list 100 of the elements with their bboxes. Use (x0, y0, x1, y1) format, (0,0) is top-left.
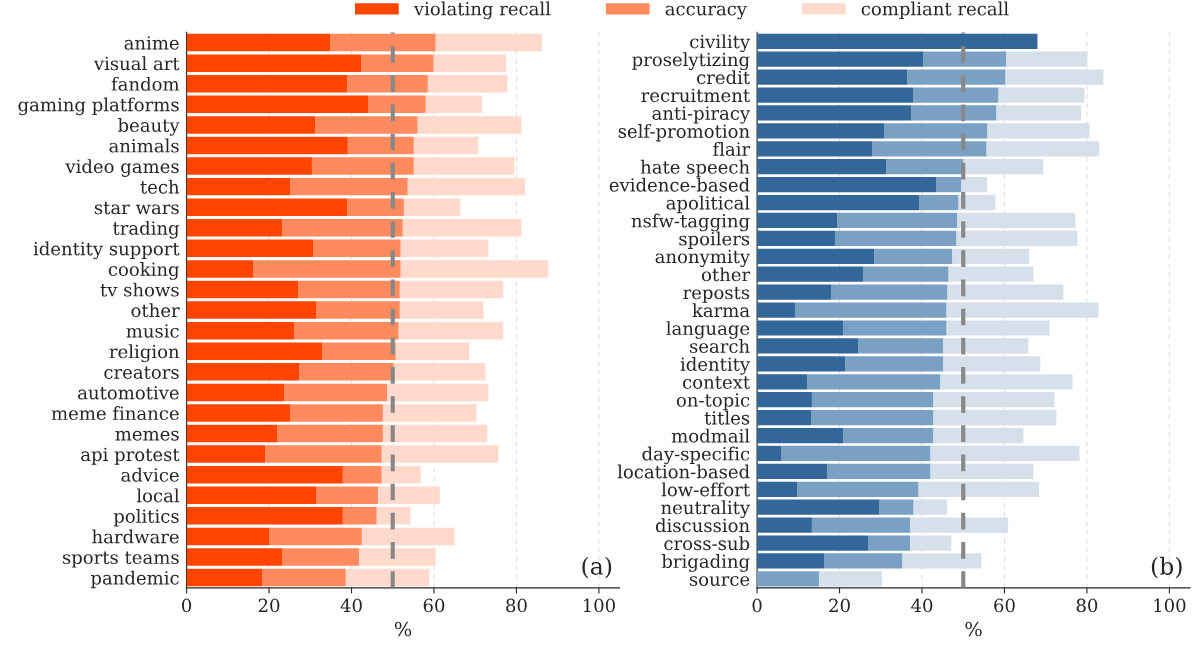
bar (435, 33, 543, 52)
bar (186, 383, 285, 402)
bar (186, 486, 317, 505)
bar (757, 409, 812, 426)
x-tick-label: 0 (752, 598, 762, 613)
bar (313, 239, 401, 258)
bar (1005, 69, 1104, 85)
y-tick-label: evidence-based (609, 177, 750, 192)
y-tick-label: music (126, 324, 179, 338)
bar (933, 427, 1024, 444)
y-tick-label: creators (104, 366, 179, 379)
bar (186, 280, 299, 299)
bar (186, 342, 323, 360)
bar (186, 424, 278, 443)
bar (299, 363, 394, 381)
y-tick-label: identity (680, 356, 751, 375)
bar (872, 141, 987, 157)
bar (874, 248, 953, 264)
bar (757, 284, 832, 300)
bar (282, 219, 403, 237)
bar (757, 33, 1038, 49)
bar (265, 445, 382, 463)
bar (382, 424, 488, 443)
bar (780, 445, 931, 462)
bar (1006, 51, 1088, 67)
y-tick-label: meme finance (51, 406, 179, 421)
x-axis-title: % (965, 621, 982, 637)
bar (963, 159, 1044, 175)
bar (757, 177, 937, 193)
y-tick-label: automotive (78, 385, 179, 400)
bar (913, 499, 948, 515)
y-tick-label: tv shows (100, 282, 179, 297)
x-tick-label: 100 (583, 598, 615, 613)
y-tick-label: star wars (94, 201, 179, 215)
bar (933, 409, 1057, 426)
bar (998, 87, 1085, 103)
bar (757, 481, 798, 497)
x-tick-label: 80 (506, 598, 527, 613)
y-tick-label: flair (713, 141, 751, 156)
bar (322, 342, 396, 360)
bar (399, 301, 484, 319)
bar (311, 157, 414, 175)
bar (884, 123, 988, 139)
bar (757, 69, 908, 85)
bar (269, 527, 362, 546)
y-tick-label: animals (109, 138, 179, 153)
bar (811, 409, 934, 426)
y-tick-label: beauty (118, 118, 180, 136)
x-tick-label: 40 (911, 598, 933, 613)
bar (961, 177, 988, 193)
bar (930, 445, 1080, 462)
bar (757, 212, 838, 229)
bar (930, 463, 1034, 479)
bar (952, 248, 1030, 264)
bar (186, 301, 317, 319)
y-tick-label: karma (692, 303, 750, 318)
y-tick-label: modmail (671, 428, 750, 443)
bar (315, 116, 418, 134)
bar (757, 105, 912, 121)
bar (831, 284, 948, 300)
bar (399, 280, 504, 299)
bar (262, 568, 346, 587)
y-tick-label: api protest (81, 447, 180, 465)
bar (186, 363, 300, 381)
x-tick-label: 40 (340, 598, 362, 613)
bar (186, 219, 283, 237)
bar (757, 302, 795, 318)
bar (757, 87, 914, 103)
bar (417, 116, 522, 134)
bar (835, 230, 957, 247)
bar (757, 123, 885, 139)
bar (342, 507, 377, 525)
y-tick-label: anti-piracy (652, 106, 751, 124)
bar (956, 230, 1078, 247)
bar (186, 54, 361, 72)
x-tick-label: 80 (1076, 598, 1098, 613)
bar (902, 553, 982, 569)
legend-label: accuracy (665, 5, 747, 20)
legend-label: compliant recall (861, 1, 1009, 20)
bar (290, 404, 383, 422)
y-tick-label: hate speech (640, 159, 750, 178)
bar (403, 198, 461, 216)
y-tick-label: search (690, 339, 750, 354)
y-tick-label: politics (113, 508, 179, 527)
bar (886, 159, 964, 175)
bar (186, 321, 295, 340)
bar (398, 321, 504, 340)
bar (863, 266, 949, 282)
bar (368, 95, 426, 114)
bar (186, 568, 263, 587)
bar (837, 212, 958, 229)
bar (757, 517, 812, 533)
bar (186, 527, 270, 546)
y-tick-label: religion (109, 344, 180, 363)
y-tick-label: hardware (92, 529, 179, 544)
y-tick-label: cross-sub (664, 536, 750, 551)
bar (186, 157, 312, 175)
bar (427, 75, 508, 93)
bar (757, 499, 880, 515)
bar (843, 427, 934, 444)
